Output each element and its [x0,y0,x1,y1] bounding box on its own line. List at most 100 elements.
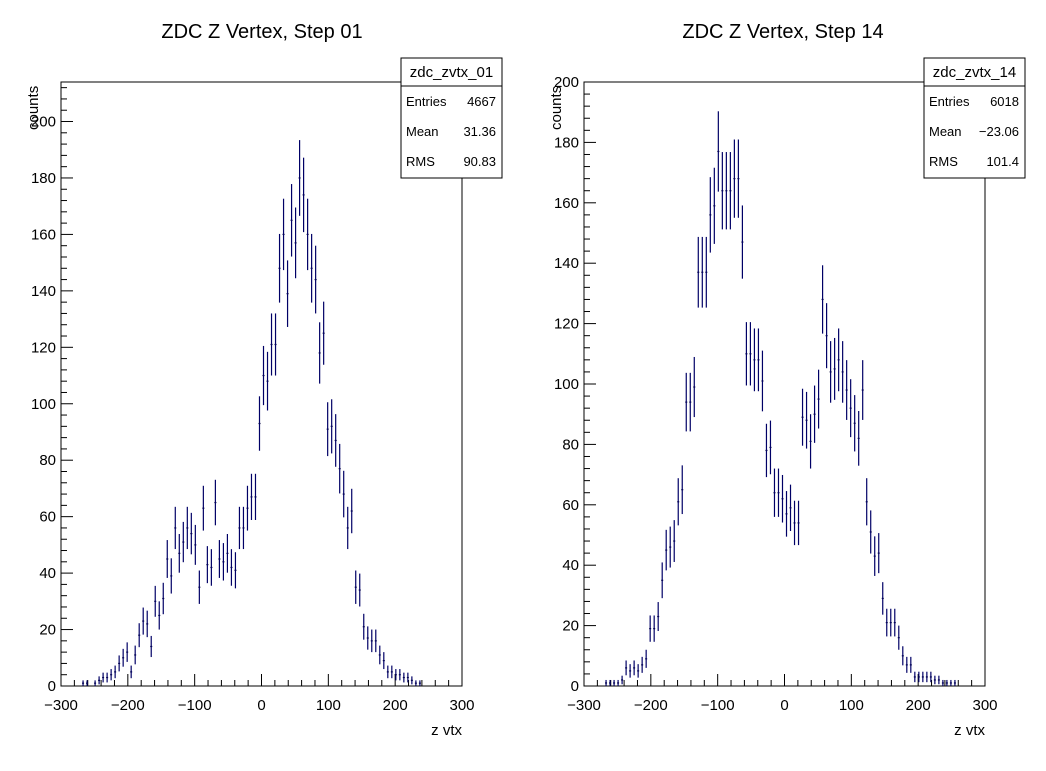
histogram-bin [194,524,197,565]
histogram-bin [813,385,816,443]
histogram-bin [645,649,648,668]
histogram-bin [941,679,944,686]
histogram-bin [729,152,732,230]
histogram-bin [689,372,692,432]
histogram-bin [410,676,413,685]
histogram-bin [929,671,932,683]
histogram-bin [214,479,217,526]
histogram-bin [278,233,281,303]
stats-rms-value: 90.83 [463,154,496,169]
stats-entries-label: Entries [929,94,970,109]
chart-title: ZDC Z Vertex, Step 01 [161,21,362,43]
x-axis-label: z vtx [431,722,462,739]
histogram-bin [330,399,333,454]
histogram-bin [921,671,924,683]
y-tick-label: 120 [554,316,579,333]
stats-box-frame [400,57,503,179]
histogram-bin [314,245,317,314]
histogram-bin [701,236,704,308]
x-tick-label: 0 [780,697,788,714]
histogram-bin [106,672,109,683]
y-axis-label: counts [548,86,565,130]
histogram-bin [817,369,820,429]
histogram-bin [849,379,852,438]
stats-rms-value: 101.4 [986,154,1019,169]
histogram-bin [933,675,936,685]
stats-entries-value: 6018 [990,94,1019,109]
stats-box-frame [923,57,1026,179]
histogram-bin [777,468,780,517]
histogram-bin [290,184,293,257]
histogram-bin [681,465,684,515]
histogram-bin [238,506,241,550]
histogram-bin [721,152,724,230]
histogram-bin [821,265,824,334]
x-tick-label: 200 [383,697,408,714]
stats-entries-value: 4667 [467,94,496,109]
y-tick-label: 180 [554,134,579,151]
y-tick-label: 120 [31,339,56,356]
histogram-bin [406,672,409,683]
histogram-bin [725,152,728,230]
histogram-bin [865,478,868,526]
y-tick-label: 0 [48,678,56,695]
histogram-bin [366,626,369,650]
histogram-bin [841,341,844,403]
histogram-bin [230,549,233,586]
histogram-bin [793,500,796,546]
histogram-bin [649,615,652,642]
histogram-bin [274,313,277,376]
histogram-bin [186,506,189,550]
histogram-bin [797,500,800,546]
histogram-bin [414,680,417,686]
histogram-bin [322,301,325,365]
histogram-bin [873,536,876,576]
histogram-bin [949,679,952,686]
y-tick-label: 0 [571,678,579,695]
histogram-bin [258,396,261,451]
histogram-bin [370,629,373,653]
histogram-bin [418,680,421,686]
histogram-bin [118,655,121,672]
histogram-bin [621,675,624,685]
histogram-bin [909,656,912,673]
histogram-bin [737,139,740,218]
histogram-bin [398,669,401,681]
x-tick-label: 0 [257,697,265,714]
x-tick-label: −300 [567,697,601,714]
stats-box: zdc_zvtx_14 Entries 6018 Mean −23.06 RMS… [923,57,1026,179]
histogram-bin [226,533,229,573]
histogram-bin [753,328,756,392]
y-tick-label: 100 [31,396,56,413]
y-tick-label: 100 [554,376,579,393]
y-tick-label: 40 [562,557,579,574]
histogram-bin [845,360,848,420]
histogram-bin [769,420,772,475]
histogram-bin [669,526,672,568]
histogram-bin [733,139,736,218]
histogram-bin [761,350,764,412]
stats-rms-label: RMS [929,154,958,169]
histogram-bin [326,402,329,457]
histogram-bin [893,608,896,637]
histogram-bin [613,679,616,686]
histogram-bin [242,506,245,550]
histogram-bin [673,520,676,562]
histogram-bin [881,582,884,615]
y-tick-label: 80 [39,452,56,469]
histogram-bin [178,533,181,573]
histogram-bin [254,473,257,520]
histogram-bin [789,484,792,532]
histogram-bin [170,558,173,594]
histogram-bin [342,470,345,518]
histogram-bin [805,391,808,449]
histogram-bin [953,679,956,686]
histogram-bin [709,177,712,253]
histogram-bin [286,260,289,327]
histogram-bin [625,660,628,676]
histogram-bin [114,665,117,679]
stats-rms-label: RMS [406,154,435,169]
histogram-bin [857,411,860,466]
histogram-bin [913,671,916,683]
